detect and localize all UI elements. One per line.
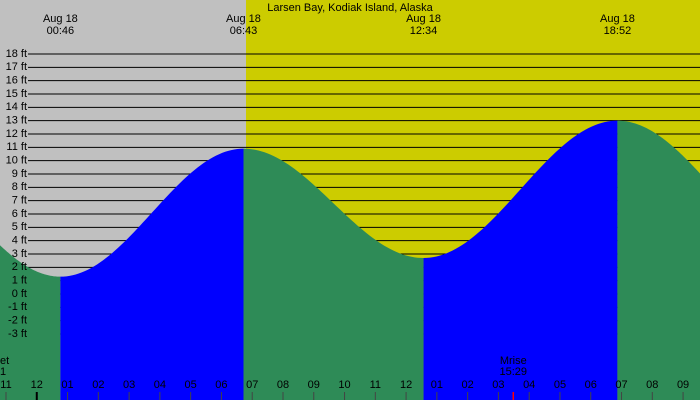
y-tick-label: 5 ft (12, 221, 27, 233)
extreme-date: Aug 18 (43, 13, 78, 25)
y-tick-label: 7 ft (12, 195, 27, 207)
extreme-time: 06:43 (230, 25, 258, 37)
y-tick-label: 18 ft (6, 48, 27, 60)
extreme-time: 12:34 (410, 25, 438, 37)
y-tick-label: 16 ft (6, 75, 27, 87)
y-tick-label: 17 ft (6, 61, 27, 73)
falling-tide-area (0, 245, 61, 400)
y-tick-label: 11 ft (6, 141, 27, 153)
y-tick-label: 8 ft (12, 181, 27, 193)
x-tick-label: 08 (277, 379, 289, 391)
extreme-time: 18:52 (604, 25, 632, 37)
y-tick-label: -3 ft (8, 328, 27, 340)
x-tick-label: 05 (185, 379, 197, 391)
x-tick-label: 09 (677, 379, 689, 391)
y-tick-label: 2 ft (12, 261, 27, 273)
falling-tide-area (243, 148, 424, 400)
x-tick-label: 12 (400, 379, 412, 391)
x-tick-label: 08 (646, 379, 658, 391)
clipped-event-label: et (0, 355, 9, 367)
y-tick-label: 1 ft (12, 275, 27, 287)
x-tick-label: 12 (31, 379, 43, 391)
x-tick-label: 10 (338, 379, 350, 391)
x-tick-label: 06 (585, 379, 597, 391)
x-tick-label: 01 (61, 379, 73, 391)
falling-tide-area (617, 120, 700, 400)
rising-tide-area (423, 120, 618, 400)
x-tick-label: 06 (215, 379, 227, 391)
x-tick-label: 05 (554, 379, 566, 391)
x-tick-label: 02 (92, 379, 104, 391)
chart-title: Larsen Bay, Kodiak Island, Alaska (267, 2, 433, 14)
y-tick-label: 3 ft (12, 248, 27, 260)
extreme-date: Aug 18 (406, 13, 441, 25)
extreme-date: Aug 18 (226, 13, 261, 25)
y-tick-label: -1 ft (8, 301, 27, 313)
y-tick-label: 13 ft (6, 115, 27, 127)
y-tick-label: 4 ft (12, 235, 27, 247)
y-tick-label: 15 ft (6, 88, 27, 100)
extreme-time: 00:46 (47, 25, 75, 37)
x-tick-label: 09 (308, 379, 320, 391)
y-tick-label: 14 ft (6, 101, 27, 113)
y-tick-label: 12 ft (6, 128, 27, 140)
y-tick-label: 9 ft (12, 168, 27, 180)
x-tick-label: 07 (246, 379, 258, 391)
y-tick-label: 6 ft (12, 208, 27, 220)
x-tick-label: 03 (123, 379, 135, 391)
x-tick-label: 04 (523, 379, 535, 391)
y-tick-label: 0 ft (12, 288, 27, 300)
x-tick-label: 02 (462, 379, 474, 391)
x-tick-label: 11 (370, 379, 381, 391)
y-tick-label: -2 ft (8, 315, 27, 327)
moonrise-label: Mrise (500, 355, 527, 367)
moonrise-time: 15:29 (500, 366, 528, 378)
x-tick-label: 07 (615, 379, 627, 391)
x-tick-label: 01 (431, 379, 443, 391)
x-tick-label: 03 (492, 379, 504, 391)
clipped-event-time: 1 (0, 366, 6, 378)
x-tick-label: 04 (154, 379, 166, 391)
x-tick-label: 11 (0, 379, 11, 391)
rising-tide-area (60, 148, 244, 400)
extreme-date: Aug 18 (600, 13, 635, 25)
y-tick-label: 10 ft (6, 155, 27, 167)
